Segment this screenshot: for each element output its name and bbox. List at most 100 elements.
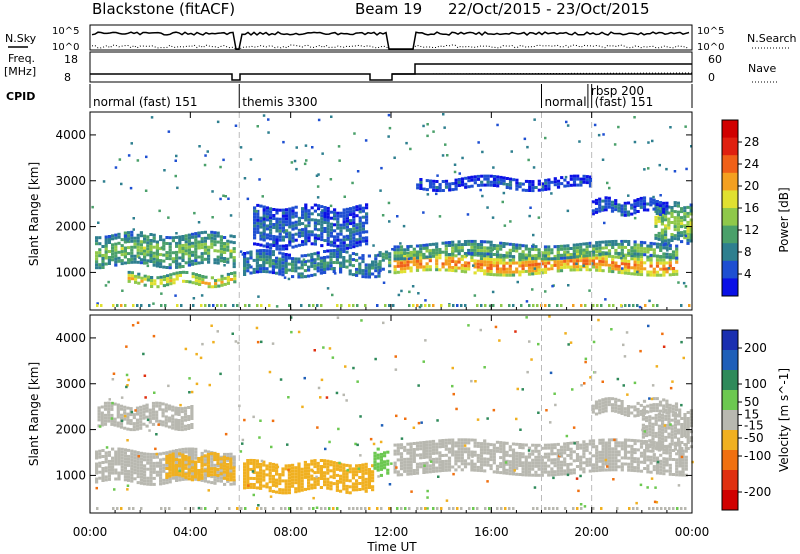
data-cell: [149, 239, 153, 242]
data-cell: [559, 266, 564, 270]
data-cell: [317, 173, 320, 176]
data-cell: [595, 454, 599, 458]
data-cell: [486, 269, 490, 273]
data-cell: [499, 247, 503, 251]
data-cell: [307, 259, 311, 263]
data-cell: [361, 224, 365, 228]
data-cell: [657, 207, 661, 211]
data-cell: [422, 243, 426, 247]
data-cell: [271, 259, 275, 263]
data-cell: [499, 270, 503, 274]
data-cell: [572, 249, 576, 253]
data-cell: [288, 304, 291, 307]
data-cell: [339, 238, 343, 242]
data-cell: [127, 154, 131, 157]
data-cell: [287, 485, 291, 489]
data-cell: [268, 249, 272, 253]
data-cell: [232, 455, 236, 459]
data-cell: [406, 263, 410, 267]
data-cell: [686, 432, 690, 435]
data-cell: [641, 417, 645, 421]
data-cell: [216, 255, 220, 259]
data-cell: [575, 465, 580, 468]
data-cell: [371, 266, 375, 270]
data-cell: [451, 453, 455, 457]
data-cell: [451, 252, 455, 256]
data-cell: [684, 455, 688, 459]
data-cell: [527, 467, 532, 471]
data-cell: [518, 473, 522, 476]
data-cell: [358, 262, 362, 266]
data-cell: [470, 459, 474, 463]
data-cell: [431, 242, 436, 246]
data-cell: [283, 231, 286, 234]
data-cell: [379, 467, 383, 471]
data-cell: [639, 258, 644, 262]
data-cell: [117, 477, 121, 481]
data-cell: [689, 206, 693, 210]
data-cell: [127, 234, 131, 238]
data-cell: [143, 237, 147, 241]
data-cell: [601, 447, 605, 451]
data-cell: [553, 245, 557, 249]
data-cell: [379, 189, 382, 192]
data-cell: [275, 472, 279, 476]
data-cell: [262, 214, 266, 218]
data-cell: [246, 486, 250, 489]
data-cell: [511, 457, 516, 461]
data-cell: [133, 459, 137, 463]
data-cell: [234, 340, 238, 343]
data-cell: [668, 244, 672, 248]
data-cell: [523, 137, 527, 141]
data-cell: [607, 441, 612, 445]
data-cell: [223, 251, 227, 254]
data-cell: [668, 247, 672, 251]
data-cell: [319, 271, 323, 275]
data-cell: [428, 470, 432, 474]
data-cell: [528, 340, 531, 343]
data-cell: [636, 254, 640, 258]
data-cell: [139, 417, 143, 421]
data-cell: [515, 181, 519, 185]
data-cell: [682, 281, 686, 285]
data-cell: [441, 466, 445, 469]
data-cell: [463, 270, 468, 274]
data-cell: [601, 158, 605, 161]
data-cell: [265, 236, 269, 240]
data-cell: [588, 175, 593, 179]
data-cell: [651, 443, 655, 447]
data-cell: [168, 242, 172, 246]
data-cell: [183, 406, 188, 410]
data-cell: [646, 470, 650, 474]
data-cell: [335, 461, 339, 465]
data-cell: [617, 453, 621, 457]
data-cell: [272, 235, 276, 238]
data-cell: [108, 398, 111, 401]
data-cell: [494, 325, 498, 329]
data-cell: [467, 242, 471, 246]
data-cell: [515, 466, 519, 470]
data-cell: [335, 258, 339, 262]
data-cell: [293, 159, 297, 163]
data-cell: [348, 479, 352, 483]
data-cell: [123, 252, 127, 256]
data-cell: [271, 262, 275, 266]
data-cell: [232, 262, 236, 266]
data-cell: [654, 431, 658, 435]
data-cell: [617, 267, 621, 271]
data-cell: [393, 265, 397, 269]
data-cell: [155, 240, 159, 244]
data-cell: [444, 441, 448, 445]
data-cell: [630, 246, 634, 250]
data-cell: [592, 304, 595, 307]
data-cell: [265, 212, 269, 216]
data-cell: [165, 463, 169, 467]
data-cell: [285, 220, 289, 224]
data-cell: [326, 249, 330, 253]
data-cell: [104, 466, 108, 470]
data-cell: [286, 269, 290, 272]
data-cell: [582, 440, 586, 444]
data-cell: [521, 261, 525, 265]
data-cell: [553, 263, 557, 267]
data-cell: [168, 480, 172, 484]
